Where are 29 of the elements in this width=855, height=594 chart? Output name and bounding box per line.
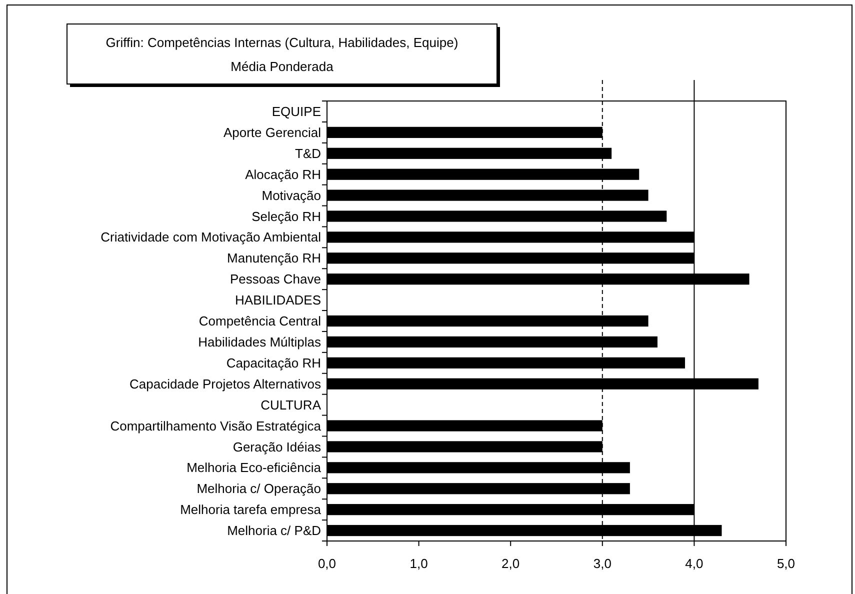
- y-tick-label: Alocação RH: [245, 166, 321, 182]
- y-tick-label: CULTURA: [260, 397, 322, 412]
- y-tick-label: Melhoria c/ P&D: [227, 523, 321, 538]
- y-tick-label: Capacidade Projetos Alternativos: [129, 376, 322, 392]
- y-tick-label: Geração Idéias: [232, 439, 322, 454]
- y-tick-label: Competência Central: [198, 314, 322, 329]
- x-tick-label: 2,0: [502, 556, 520, 571]
- x-tick-label: 4,0: [685, 556, 704, 571]
- y-tick-label: T&D: [295, 146, 321, 161]
- y-tick-label: Aporte Gerencial: [223, 124, 322, 140]
- y-tick-label: Criatividade com Motivação Ambiental: [100, 230, 322, 245]
- x-tick-label: 0,0: [318, 556, 336, 571]
- y-tick-label: Capacitação RH: [226, 355, 321, 370]
- y-tick-label: Habilidades Múltiplas: [198, 334, 322, 350]
- y-tick-label: HABILIDADES: [235, 292, 322, 308]
- x-tick-label: 1,0: [410, 556, 428, 571]
- y-tick-label: Melhoria c/ Operação: [196, 481, 321, 496]
- y-tick-label: EQUIPE: [272, 104, 322, 120]
- y-tick-label: Manutenção RH: [227, 250, 321, 266]
- y-tick-label: Seleção RH: [252, 208, 321, 224]
- y-tick-label: Motivação: [262, 188, 321, 203]
- x-tick-label: 3,0: [593, 556, 612, 571]
- x-tick-label: 5,0: [776, 556, 796, 571]
- y-tick-label: Melhoria tarefa empresa: [180, 502, 322, 518]
- chart-subtitle: Média Ponderada: [230, 59, 334, 74]
- y-tick-label: Compartilhamento Visão Estratégica: [110, 418, 322, 434]
- y-tick-label: Melhoria Eco-eficiência: [186, 460, 322, 476]
- chart-title: Griffin: Competências Internas (Cultura, Habilidades, Equipe): [106, 35, 458, 50]
- y-tick-label: Pessoas Chave: [230, 272, 321, 287]
